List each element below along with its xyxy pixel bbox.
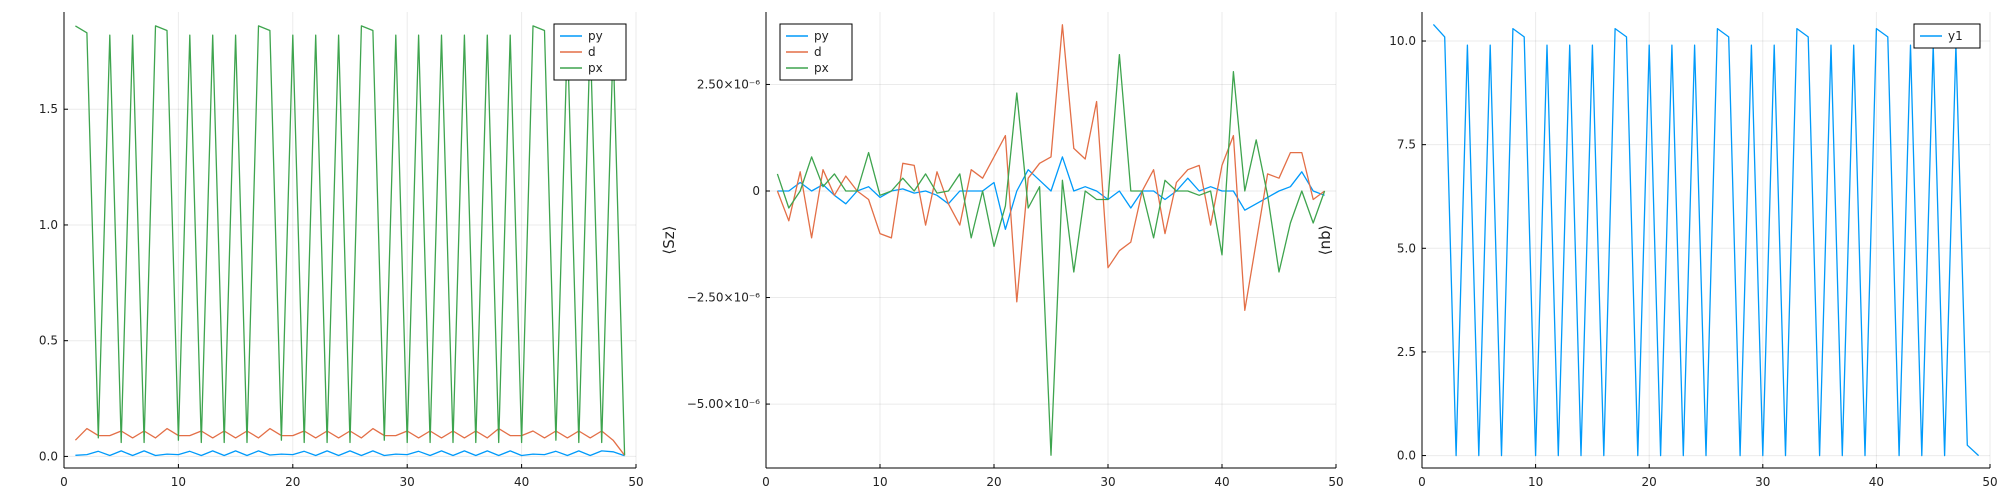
legend-label-d: d [814,45,822,59]
x-tick-label: 20 [285,475,300,489]
y-tick-label: 1.5 [39,102,58,116]
legend-label-py: py [814,29,829,43]
y-tick-label: 1.0 [39,218,58,232]
x-tick-label: 50 [628,475,643,489]
series-line-y1 [1432,23,1980,457]
x-tick-label: 40 [514,475,529,489]
x-tick-label: 30 [400,475,415,489]
y-tick-label: 0.0 [39,449,58,463]
y-tick-label: 0.0 [1397,449,1416,463]
legend-label-px: px [814,61,829,75]
x-tick-label: 40 [1869,475,1884,489]
series-line-px [776,53,1326,456]
series-line-px [75,25,626,456]
y-axis-label: ⟨nb⟩ [1316,225,1334,256]
y-tick-label: −2.50×10⁻⁶ [687,291,760,305]
series-line-py [777,156,1325,230]
x-tick-label: 30 [1755,475,1770,489]
legend: py d px [779,23,853,81]
legend-label-d: d [588,45,596,59]
y-tick-label: −5.00×10⁻⁶ [687,397,760,411]
chart-2: 0 10 20 30 40 50 2.50×10⁻⁶ 0 −2.50×10⁻⁶ −5.00×10⁻… [660,12,1344,489]
y-tick-label: 2.5 [1397,345,1416,359]
x-tick-label: 30 [1100,475,1115,489]
x-tick-label: 10 [872,475,887,489]
x-tick-label: 20 [986,475,1001,489]
x-tick-label: 20 [1642,475,1657,489]
y-tick-label: 0 [752,184,760,198]
series-line-py [75,450,625,457]
y-axis-label: ⟨Sz⟩ [660,225,678,254]
legend: y1 [1913,23,1981,49]
legend-label-px: px [588,61,603,75]
x-tick-label: 0 [60,475,68,489]
x-tick-label: 50 [1982,475,1997,489]
y-tick-label: 7.5 [1397,138,1416,152]
x-tick-label: 0 [762,475,770,489]
y-tick-label: 5.0 [1397,241,1416,255]
series-line-d [776,24,1325,311]
chart-3: 0 10 20 30 40 50 0.0 2.5 5.0 7.5 10.0 ⟨nb⟩ y1 [1316,12,1998,489]
x-tick-label: 40 [1214,475,1229,489]
x-tick-label: 50 [1328,475,1343,489]
x-tick-label: 0 [1418,475,1426,489]
chart-1: 0 10 20 30 40 50 0.0 0.5 1.0 1.5 py d px [39,12,644,489]
y-tick-label: 0.5 [39,334,58,348]
x-tick-label: 10 [171,475,186,489]
y-tick-label: 10.0 [1389,34,1416,48]
y-tick-label: 2.50×10⁻⁶ [697,77,760,91]
x-tick-label: 10 [1528,475,1543,489]
legend: py d px [553,23,627,81]
legend-label-y1: y1 [1948,29,1963,43]
legend-label-py: py [588,29,603,43]
